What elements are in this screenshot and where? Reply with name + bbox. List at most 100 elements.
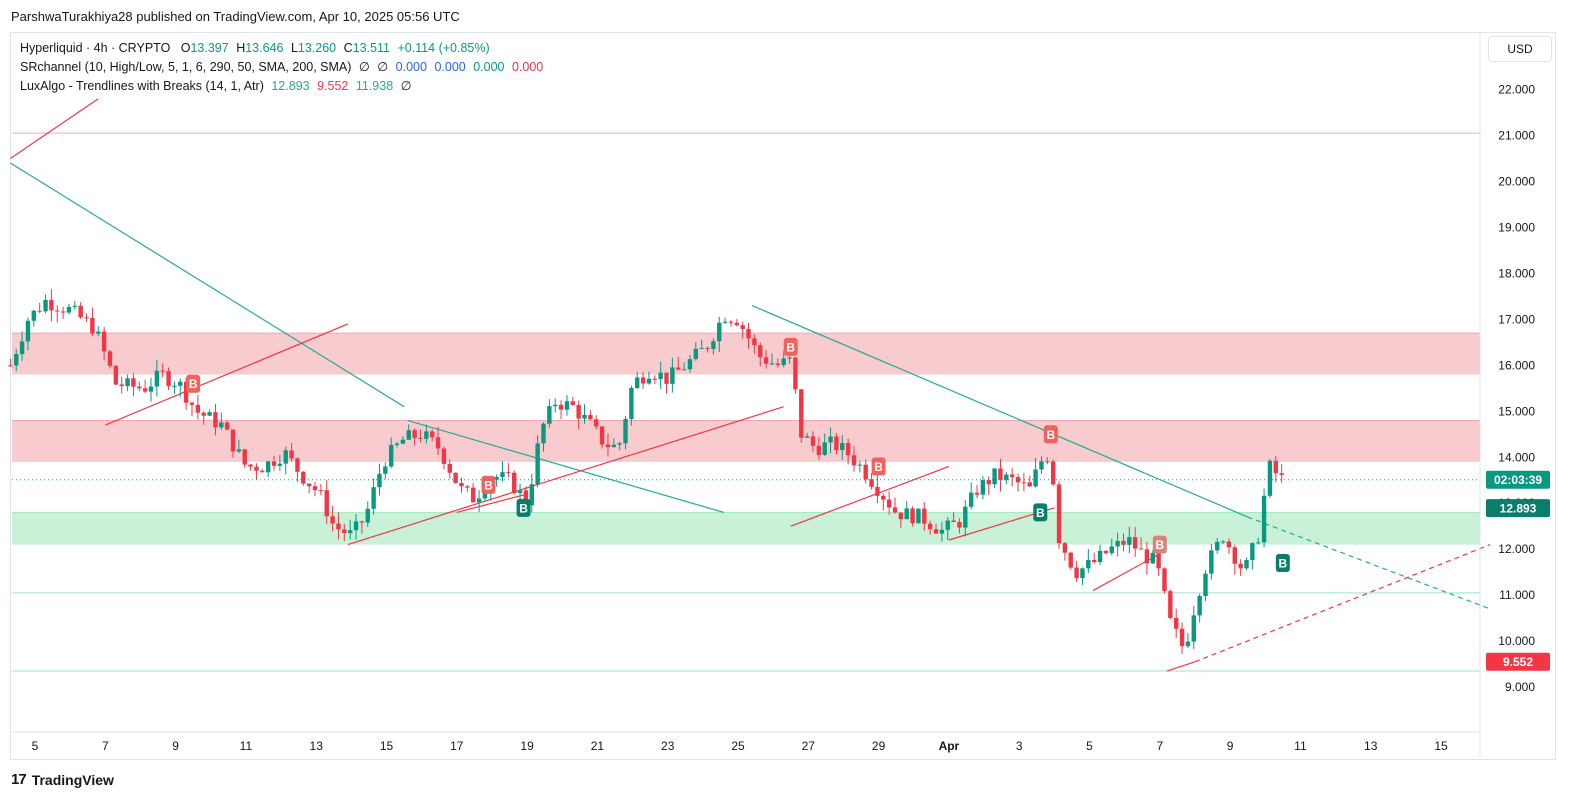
candle-up	[582, 414, 587, 419]
price-tick-label: 11.000	[1499, 588, 1535, 602]
candle-down	[886, 499, 892, 508]
candle-down	[933, 529, 939, 534]
time-tick-label: 13	[1364, 739, 1378, 753]
candle-up	[1250, 543, 1255, 561]
candle-up	[517, 490, 523, 494]
candle-up	[1115, 540, 1120, 547]
candle-up	[535, 443, 540, 485]
candle-down	[599, 426, 605, 445]
candle-up	[1209, 550, 1214, 574]
break-label-box	[481, 475, 496, 494]
candle-down	[799, 389, 804, 438]
candle-up	[1256, 542, 1261, 544]
candle-up	[963, 506, 968, 528]
candle-up	[406, 430, 411, 440]
candle-down	[863, 464, 868, 480]
candle-down	[471, 487, 476, 503]
open-value: 13.397	[190, 41, 229, 55]
bullish-break-label: B	[1033, 503, 1048, 522]
candle-down	[845, 443, 851, 456]
luxalgo-name: LuxAlgo - Trendlines with Breaks (14, 1,…	[20, 79, 264, 93]
bearish-break-label: B	[1152, 535, 1167, 554]
break-label-box	[1275, 553, 1290, 572]
candle-down	[435, 437, 441, 449]
last-price-tag-box	[1486, 470, 1550, 489]
chart-legend: Hyperliquid · 4h · CRYPTO O13.397 H13.64…	[20, 39, 547, 96]
candle-down	[1273, 460, 1278, 474]
candle-up	[1039, 461, 1044, 470]
time-tick-label: 17	[450, 739, 464, 753]
break-label-box	[783, 337, 798, 356]
candle-down	[775, 363, 781, 365]
candle-down	[986, 480, 991, 485]
candle-down	[506, 472, 511, 474]
bearish-break-label: B	[1043, 425, 1058, 444]
candle-down	[260, 470, 265, 473]
bearish-break-label: B	[783, 337, 798, 356]
break-label-box	[871, 457, 886, 476]
candle-up	[1109, 546, 1114, 554]
candle-down	[1168, 591, 1173, 618]
candle-down	[652, 378, 658, 380]
candle-up	[400, 439, 406, 444]
candle-up	[769, 363, 775, 365]
candle-up	[939, 529, 945, 534]
break-label-box	[516, 498, 531, 517]
candle-down	[459, 482, 464, 487]
candle-up	[172, 385, 177, 387]
candle-down	[318, 490, 324, 492]
candle-down	[1279, 473, 1284, 475]
candle-down	[664, 372, 669, 384]
candle-down	[1138, 548, 1144, 550]
price-tick-label: 16.000	[1498, 358, 1535, 372]
candle-down	[107, 351, 113, 366]
legend-luxalgo-row[interactable]: LuxAlgo - Trendlines with Breaks (14, 1,…	[20, 77, 547, 96]
candle-up	[25, 320, 31, 342]
chart-frame	[10, 32, 1556, 760]
tradingview-wordmark: TradingView	[31, 771, 114, 788]
downtrend-line	[1247, 516, 1491, 610]
candle-down	[160, 370, 165, 372]
candle-down	[898, 512, 904, 520]
candle-down	[523, 490, 529, 506]
candle-up	[857, 464, 863, 466]
candle-down	[676, 367, 681, 370]
price-axis: 22.000 21.000 20.000 19.000 18.000 17.000 16.0…	[1479, 33, 1535, 757]
trendlines-layer	[10, 98, 1491, 672]
candle-down	[922, 508, 927, 524]
candle-down	[189, 402, 195, 405]
candle-down	[1174, 617, 1179, 629]
time-tick-label: 5	[1086, 739, 1093, 753]
legend-srchannel-row[interactable]: SRchannel (10, High/Low, 5, 1, 6, 290, 5…	[20, 58, 547, 77]
candle-up	[66, 306, 72, 313]
time-tick-label: 15	[1434, 739, 1448, 753]
time-tick-label: 23	[661, 739, 675, 753]
open-label: O	[180, 41, 191, 55]
time-tick-label: 21	[591, 739, 605, 753]
candle-up	[1150, 552, 1155, 564]
tradingview-logo[interactable]: 17 TradingView	[11, 771, 114, 788]
downtrend-line	[407, 419, 725, 514]
candle-up	[564, 401, 570, 410]
candle-up	[388, 445, 394, 467]
downtrend-line	[751, 305, 1248, 518]
candle-up	[72, 305, 78, 307]
candle-up	[1033, 469, 1038, 487]
bullish-break-label: B	[516, 498, 531, 517]
candle-up	[1191, 615, 1196, 642]
candle-up	[787, 357, 792, 359]
symbol-name: Hyperliquid · 4h · CRYPTO	[20, 41, 171, 55]
candle-down	[1144, 549, 1150, 564]
time-tick-label: 9	[172, 739, 179, 753]
candle-up	[804, 436, 810, 438]
candle-down	[230, 429, 236, 452]
srchannel-value: 0.000	[511, 60, 544, 74]
candle-down	[336, 523, 341, 530]
candle-up	[371, 487, 376, 509]
currency-selector[interactable]: USD	[1488, 36, 1552, 62]
candle-down	[869, 479, 874, 487]
candle-up	[265, 461, 271, 473]
legend-symbol-row[interactable]: Hyperliquid · 4h · CRYPTO O13.397 H13.64…	[20, 39, 547, 58]
candle-up	[658, 372, 663, 379]
